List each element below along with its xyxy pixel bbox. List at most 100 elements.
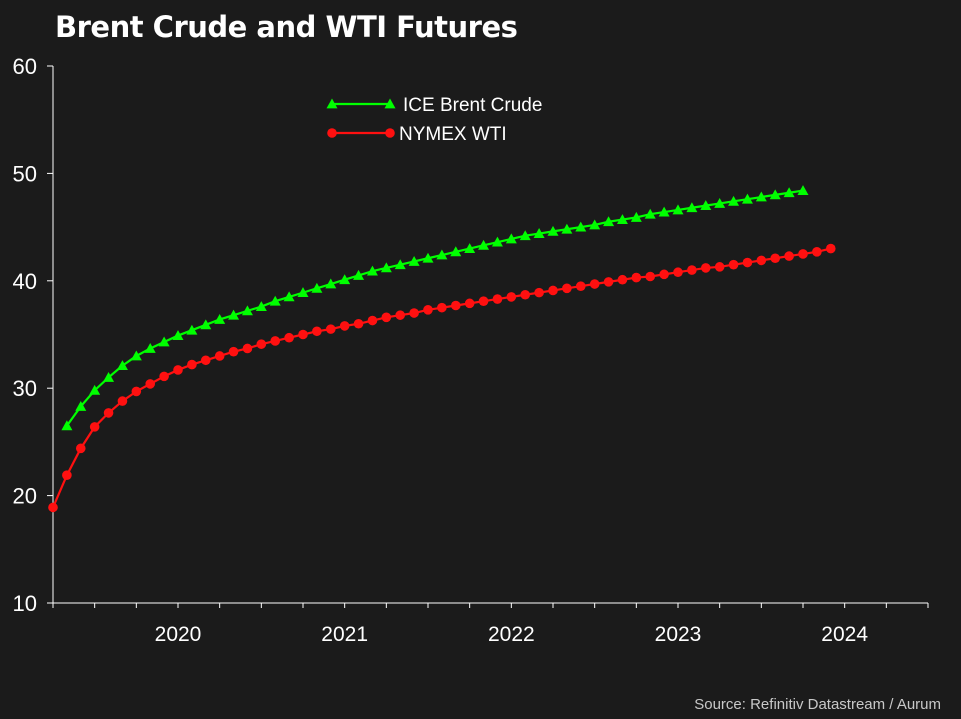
data-point — [172, 330, 184, 340]
data-point — [187, 359, 197, 370]
data-point — [422, 252, 434, 263]
legend-item: NYMEX WTI — [327, 124, 507, 145]
y-tick-label: 60 — [13, 54, 37, 79]
data-point — [700, 263, 711, 273]
data-point — [144, 342, 156, 353]
data-point — [797, 185, 809, 195]
data-point — [130, 350, 142, 361]
data-point — [673, 267, 683, 278]
data-point — [533, 228, 545, 238]
data-point — [562, 283, 572, 294]
data-point — [506, 292, 517, 302]
data-point — [798, 249, 808, 259]
x-tick-label: 2022 — [488, 623, 535, 646]
axes: 10 20 30 40 50 60 2020 2021 2022 2023 2024 — [13, 54, 929, 646]
y-tick-label: 30 — [13, 376, 37, 401]
legend-label: ICE Brent Crude — [403, 95, 542, 116]
data-point — [700, 200, 712, 211]
data-point — [548, 285, 558, 296]
data-point — [464, 243, 476, 253]
data-point — [728, 259, 739, 270]
data-point — [547, 225, 559, 236]
data-point — [616, 214, 628, 224]
data-point — [145, 379, 156, 389]
data-point — [228, 346, 239, 357]
y-tick-label: 10 — [13, 591, 37, 616]
data-point — [62, 470, 72, 480]
x-tick-label: 2021 — [321, 623, 368, 646]
data-point — [728, 195, 740, 206]
data-point — [756, 255, 767, 266]
data-point — [658, 206, 670, 217]
data-point — [228, 309, 240, 320]
data-point — [367, 315, 378, 326]
data-point — [394, 259, 406, 270]
source-note: Source: Refinitiv Datastream / Aurum — [694, 696, 941, 713]
data-point — [450, 246, 462, 257]
data-point — [575, 281, 586, 291]
data-point — [659, 269, 669, 280]
data-point — [630, 211, 642, 222]
data-point — [256, 339, 267, 349]
data-point — [75, 443, 86, 454]
data-point — [89, 384, 101, 395]
data-point — [491, 236, 503, 247]
data-point — [755, 191, 767, 202]
data-point — [742, 257, 753, 268]
data-point — [214, 351, 225, 361]
data-point — [339, 321, 350, 331]
data-point — [75, 400, 87, 411]
series-brent — [61, 185, 809, 431]
data-point — [116, 360, 128, 371]
x-tick-label: 2024 — [821, 623, 868, 646]
data-point — [686, 202, 698, 213]
data-point — [325, 278, 337, 289]
data-point — [283, 291, 295, 302]
data-point — [395, 310, 406, 320]
data-point — [783, 187, 795, 198]
data-point — [173, 365, 183, 375]
data-point — [312, 326, 322, 337]
data-point — [311, 282, 323, 293]
data-point — [714, 197, 726, 208]
data-point — [645, 271, 656, 282]
data-point — [644, 208, 656, 219]
data-point — [519, 230, 531, 241]
data-point — [589, 219, 601, 230]
data-point — [436, 249, 448, 260]
data-point — [89, 422, 100, 432]
data-point — [741, 193, 753, 204]
legend: ICE Brent Crude NYMEX WTI — [326, 95, 542, 145]
y-tick-label: 50 — [13, 161, 37, 186]
data-point — [158, 336, 170, 347]
data-point — [784, 251, 794, 261]
data-point — [297, 287, 309, 298]
data-point — [61, 420, 73, 431]
data-point — [353, 269, 365, 280]
data-point — [575, 221, 587, 232]
series-line — [51, 247, 832, 508]
series-wti — [48, 243, 836, 513]
data-point — [769, 189, 781, 200]
data-point — [714, 262, 725, 272]
data-point — [200, 319, 212, 330]
data-point — [366, 265, 378, 276]
data-point — [117, 396, 128, 406]
data-point — [617, 274, 628, 285]
series-lines — [48, 185, 836, 513]
x-tick-label: 2020 — [155, 623, 202, 646]
data-point — [241, 305, 253, 316]
data-point — [478, 296, 489, 307]
data-point — [770, 253, 781, 264]
data-point — [825, 243, 836, 254]
data-point — [103, 371, 115, 382]
legend-marker — [326, 98, 338, 109]
legend-marker — [385, 128, 395, 138]
legend-item: ICE Brent Crude — [326, 95, 542, 116]
data-point — [200, 355, 211, 366]
data-point — [381, 312, 392, 323]
data-point — [603, 216, 615, 227]
data-point — [603, 277, 614, 287]
legend-label: NYMEX WTI — [399, 124, 507, 145]
